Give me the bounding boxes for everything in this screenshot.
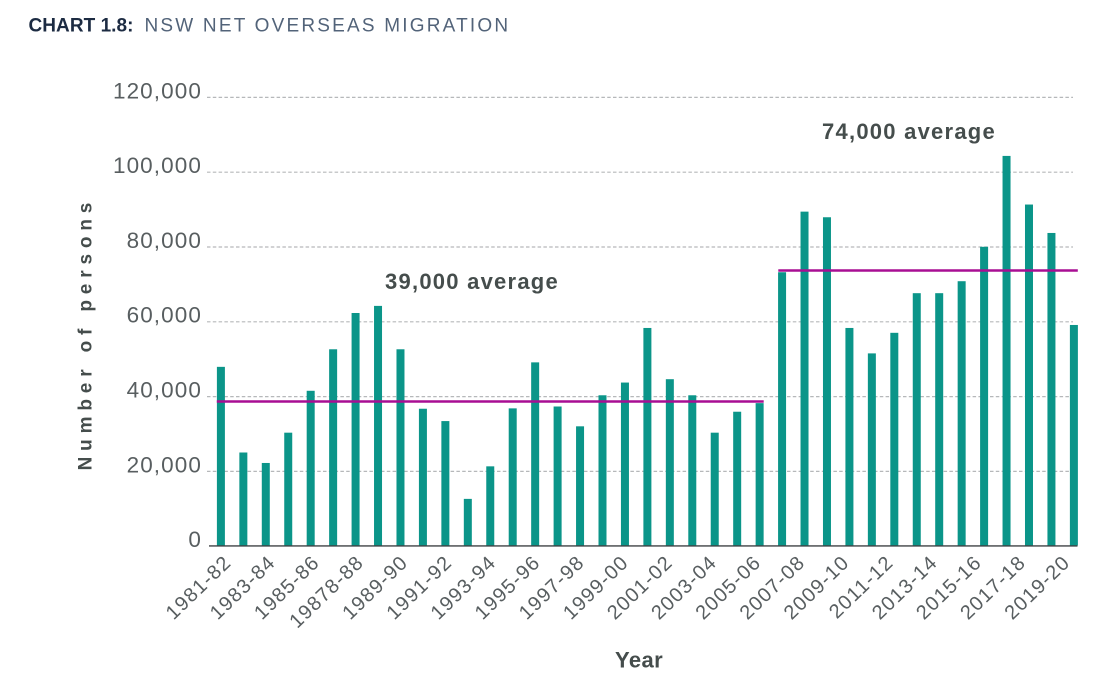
svg-text:CHART 1.8:: CHART 1.8: <box>29 15 134 36</box>
svg-text:Year: Year <box>615 647 663 672</box>
svg-text:80,000: 80,000 <box>127 228 202 253</box>
svg-text:60,000: 60,000 <box>127 303 202 328</box>
svg-text:100,000: 100,000 <box>113 153 202 178</box>
svg-text:20,000: 20,000 <box>127 452 202 477</box>
svg-text:0: 0 <box>188 527 202 552</box>
svg-text:39,000 average: 39,000 average <box>385 269 559 294</box>
svg-text:NSW NET OVERSEAS MIGRATION: NSW NET OVERSEAS MIGRATION <box>145 15 511 36</box>
svg-text:74,000 average: 74,000 average <box>822 119 996 144</box>
svg-text:Number of persons: Number of persons <box>76 197 97 471</box>
svg-text:40,000: 40,000 <box>127 378 202 403</box>
svg-text:120,000: 120,000 <box>113 78 202 103</box>
